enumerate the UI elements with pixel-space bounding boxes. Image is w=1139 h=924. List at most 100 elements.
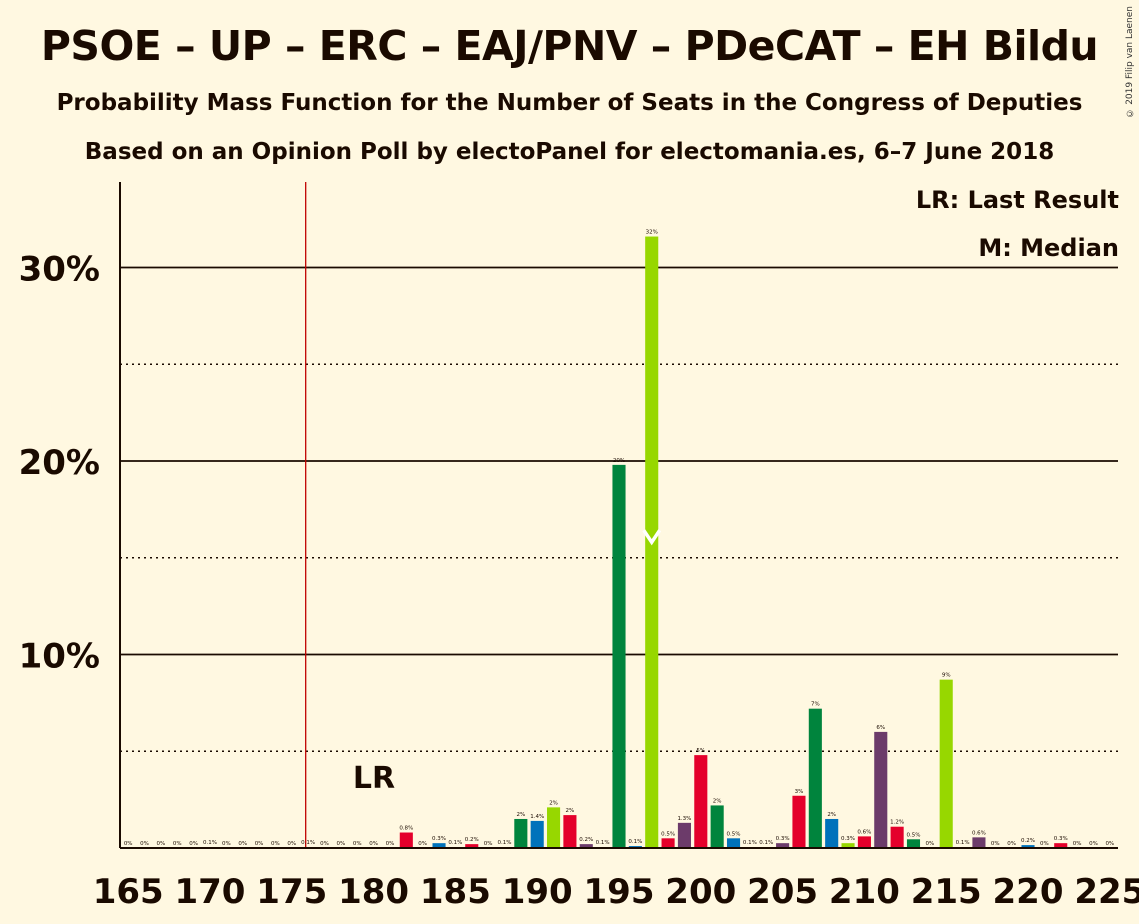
bar-value-label: 0.2% [465,837,479,843]
bar-value-label: 5% [696,748,705,754]
bar-217 [972,837,986,848]
bar-value-label: 1.2% [890,820,904,826]
bar-value-label: 6% [876,725,885,731]
bar-220 [1021,845,1035,848]
bar-value-label: 0% [287,841,296,847]
bar-222 [1054,843,1068,848]
bar-value-label: 0% [157,841,166,847]
bar-value-label: 2% [827,812,836,818]
bar-value-label: 0% [1040,841,1049,847]
bar-value-label: 0% [173,841,182,847]
bar-210 [857,836,871,848]
bar-186 [465,844,479,848]
bar-value-label: 0% [255,841,264,847]
bar-202 [726,838,741,848]
bar-value-label: 3% [795,789,804,795]
median-marker [642,529,662,546]
bar-value-label: 0% [189,841,198,847]
bar-206 [792,795,806,848]
bar-value-label: 0.5% [906,832,920,838]
bar-value-label: 0.2% [579,837,593,843]
bar-value-label: 0.8% [399,826,413,832]
x-tick-label: 200 [665,872,736,912]
bar-value-label: 0% [320,841,329,847]
bar-207 [808,708,822,848]
bar-value-label: 0.3% [841,836,855,842]
bar-value-label: 2% [566,808,575,814]
bar-value-label: 9% [942,673,951,679]
bar-182 [399,832,413,848]
bar-value-label: 20% [613,458,625,464]
bar-value-label: 0% [238,841,247,847]
bar-value-label: 0.5% [727,831,741,837]
bar-value-label: 0.3% [432,836,446,842]
bar-value-label: 0.1% [596,840,610,846]
bar-value-label: 0% [271,841,280,847]
bar-value-label: 0.3% [776,836,790,842]
bar-208 [825,818,839,848]
bar-value-label: 0.5% [661,831,675,837]
bar-value-label: 0% [1007,841,1016,847]
bar-205 [776,843,790,848]
bar-190 [530,820,544,848]
bar-200 [694,755,708,848]
bar-value-label: 0.3% [1054,836,1068,842]
bar-189 [514,818,528,848]
bar-value-label: 0% [1089,841,1098,847]
bar-213 [906,839,921,848]
chart-title: PSOE – UP – ERC – EAJ/PNV – PDeCAT – EH … [40,22,1099,70]
bar-195 [612,464,626,848]
bar-value-label: 0.2% [1021,838,1035,844]
bar-212 [890,826,904,848]
bar-value-label: 0% [140,841,149,847]
y-tick-label: 10% [19,637,100,677]
bar-value-label: 32% [646,230,658,236]
bar-value-label: 0.1% [448,840,462,846]
bar-184 [432,843,446,848]
bar-value-label: 0.1% [203,840,217,846]
bar-value-label: 0% [991,841,1000,847]
chart-subtitle: Probability Mass Function for the Number… [56,90,1083,116]
x-tick-label: 220 [993,872,1064,912]
bar-value-label: 0% [222,841,231,847]
bar-value-label: 0.6% [857,829,871,835]
bar-value-label: 1.3% [677,816,691,822]
bar-value-label: 7% [811,702,820,708]
x-tick-label: 195 [584,872,655,912]
legend-last-result: LR: Last Result [915,186,1119,214]
bar-192 [563,815,577,848]
x-tick-label: 190 [502,872,573,912]
x-tick-label: 205 [747,872,818,912]
bar-value-label: 0% [353,841,362,847]
bar-value-label: 0.1% [956,840,970,846]
legend-median: M: Median [978,234,1119,262]
bar-value-label: 0.1% [301,840,315,846]
bar-209 [841,843,855,848]
bar-value-label: 2% [516,812,525,818]
bar-value-label: 0% [1105,841,1114,847]
bar-193 [579,844,593,848]
bar-value-label: 0.1% [743,840,757,846]
bar-value-label: 0% [1073,841,1082,847]
x-tick-label: 165 [93,872,164,912]
bar-value-label: 0% [484,841,493,847]
bar-198 [661,838,675,848]
x-tick-label: 225 [1074,872,1139,912]
bar-199 [677,822,691,848]
bar-value-label: 2% [549,800,558,806]
x-tick-label: 210 [829,872,900,912]
bar-value-label: 0.6% [972,830,986,836]
x-tick-label: 215 [911,872,982,912]
bar-value-label: 0.1% [759,840,773,846]
bar-201 [710,805,724,848]
chart-source: Based on an Opinion Poll by electoPanel … [84,139,1055,165]
bar-value-label: 0.1% [628,839,642,845]
bar-191 [547,807,561,848]
bar-value-label: 2% [713,798,722,804]
x-tick-label: 185 [420,872,491,912]
last-result-marker: LR [353,761,395,796]
bar-value-label: 0.1% [497,840,511,846]
bar-value-label: 0% [369,841,378,847]
x-tick-label: 180 [338,872,409,912]
